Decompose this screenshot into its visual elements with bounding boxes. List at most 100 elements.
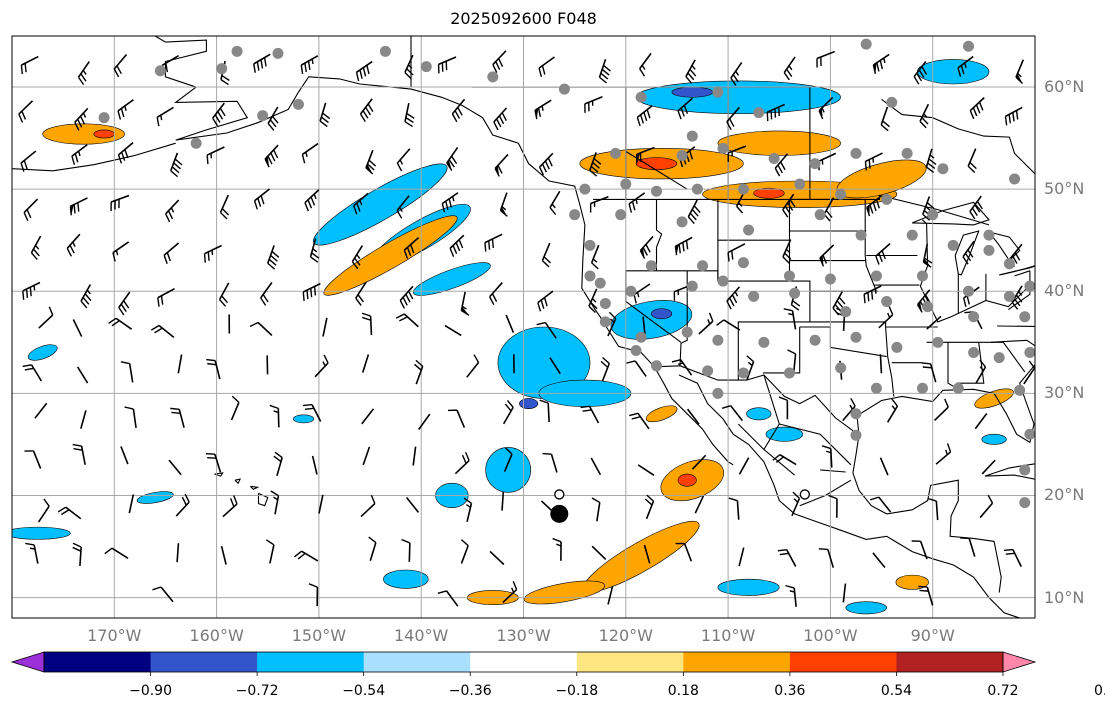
wind-barb xyxy=(886,398,899,423)
wind-barb-feather xyxy=(646,109,651,119)
longitude-label: 130°W xyxy=(496,626,551,645)
wind-barb xyxy=(463,497,473,522)
station-marker xyxy=(906,229,918,241)
wind-barb-feather xyxy=(124,149,129,159)
wind-barb-feather xyxy=(730,77,737,86)
wind-barb-feather xyxy=(538,67,543,78)
wind-barb-staff xyxy=(65,506,82,520)
wind-barb-feather xyxy=(268,258,277,266)
wind-barb-staff xyxy=(913,61,927,78)
wind-barb-staff xyxy=(220,545,227,565)
wind-barb-feather xyxy=(869,496,879,501)
station-marker xyxy=(835,188,847,200)
station-marker xyxy=(1014,384,1026,396)
wind-barb-feather xyxy=(270,254,278,262)
wind-barb-feather xyxy=(111,320,120,327)
wind-barb-feather xyxy=(590,165,599,173)
coastline-segment xyxy=(762,327,801,374)
wind-barb-feather xyxy=(511,587,515,593)
wind-barb xyxy=(774,153,789,177)
wind-barb xyxy=(273,451,283,477)
wind-barb-staff xyxy=(547,402,550,423)
wind-barb-feather xyxy=(365,106,371,116)
station-marker xyxy=(850,408,862,420)
wind-barb-feather xyxy=(77,150,81,157)
colorbar-segment xyxy=(44,652,152,672)
wind-barb-staff xyxy=(351,245,364,263)
wind-barb xyxy=(446,147,459,171)
wind-barb-feather xyxy=(120,108,125,118)
wind-barb-feather xyxy=(156,117,160,127)
wind-barb-feather xyxy=(221,208,230,216)
wind-barb-feather xyxy=(727,252,730,262)
wind-barb-feather xyxy=(945,449,949,455)
wind-barb-staff xyxy=(886,405,899,423)
wind-barb xyxy=(124,406,137,428)
wind-barb xyxy=(404,102,415,128)
wind-barb-feather xyxy=(540,299,545,309)
wind-barb-feather xyxy=(916,72,923,82)
wind-barb-pennant xyxy=(265,156,270,168)
wind-barb-feather xyxy=(154,327,163,334)
wind-barb-feather xyxy=(541,65,546,75)
wind-barb-staff xyxy=(636,146,655,156)
wind-barb-feather xyxy=(23,160,28,170)
wind-barb xyxy=(267,245,280,270)
wind-barb-pennant xyxy=(873,62,877,74)
wind-barb-staff xyxy=(157,288,175,299)
wind-barb-feather xyxy=(219,299,227,307)
station-marker xyxy=(216,63,228,75)
wind-barb-staff xyxy=(1012,549,1022,568)
wind-barb-feather xyxy=(506,399,514,408)
coastline-segment xyxy=(881,98,1035,175)
wind-barb-staff xyxy=(276,457,283,477)
wind-barb-staff xyxy=(80,445,86,465)
wind-barb-staff xyxy=(1023,367,1035,385)
wind-barb-staff xyxy=(919,540,928,560)
wind-barb-pennant xyxy=(461,306,469,316)
wind-barb-feather xyxy=(680,107,685,117)
wind-barb xyxy=(74,107,89,131)
wind-barb xyxy=(502,399,514,425)
wind-barb xyxy=(222,495,238,518)
wind-barb-feather xyxy=(455,242,461,252)
wind-barb-pennant xyxy=(819,108,823,119)
station-marker xyxy=(712,334,724,346)
wind-barb xyxy=(449,234,465,257)
colorbar xyxy=(10,651,1037,676)
wind-barb-staff xyxy=(935,451,952,465)
wind-barb-feather xyxy=(66,248,72,257)
wind-barb-staff xyxy=(72,319,83,337)
wind-barb-feather xyxy=(464,451,470,461)
wind-barb-staff xyxy=(774,153,789,169)
wind-barb-staff xyxy=(1009,243,1023,260)
station-marker xyxy=(1019,497,1031,509)
wind-barb-feather xyxy=(646,494,654,502)
wind-barb-staff xyxy=(879,457,889,476)
wind-barb-staff xyxy=(369,316,373,336)
station-marker xyxy=(937,163,949,175)
wind-barb-feather xyxy=(1017,72,1022,78)
map-plot-area xyxy=(12,36,1035,618)
wind-barb xyxy=(636,105,653,127)
wind-barb-staff xyxy=(723,319,741,331)
wind-barb-staff xyxy=(441,192,459,205)
wind-barb xyxy=(778,396,789,420)
wind-barb xyxy=(607,311,617,337)
wind-barb xyxy=(783,56,796,81)
wind-barb xyxy=(842,583,847,603)
wind-barb-feather xyxy=(355,297,362,306)
wind-barb-staff xyxy=(20,150,37,164)
wind-barb-staff xyxy=(79,546,82,567)
wind-barb-feather xyxy=(71,155,76,165)
wind-barb-feather xyxy=(927,162,936,170)
wind-barb xyxy=(1011,285,1023,310)
wind-barb-feather xyxy=(629,412,639,417)
wind-barb-feather xyxy=(1011,255,1018,264)
wind-barb xyxy=(71,144,88,165)
wind-barb-feather xyxy=(869,204,874,214)
wind-barb xyxy=(536,321,557,339)
wind-barb-feather xyxy=(783,308,793,312)
station-marker xyxy=(916,382,928,394)
wind-barb-feather xyxy=(929,154,935,159)
